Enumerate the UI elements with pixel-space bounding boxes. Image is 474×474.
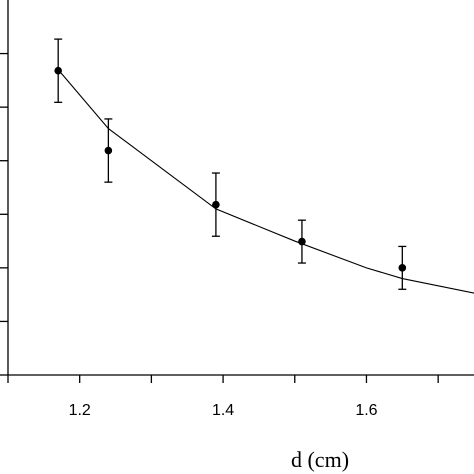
point xyxy=(398,264,407,272)
point xyxy=(212,200,220,209)
fit-curve xyxy=(57,69,474,294)
x-tick-label: 1.4 xyxy=(212,402,234,419)
x-axis-label: d (cm) xyxy=(291,447,349,472)
point xyxy=(298,237,306,246)
x-tick-label: 1.6 xyxy=(355,402,377,419)
x-tick-label: 1.2 xyxy=(69,402,91,419)
point xyxy=(54,66,62,75)
point xyxy=(104,146,113,155)
